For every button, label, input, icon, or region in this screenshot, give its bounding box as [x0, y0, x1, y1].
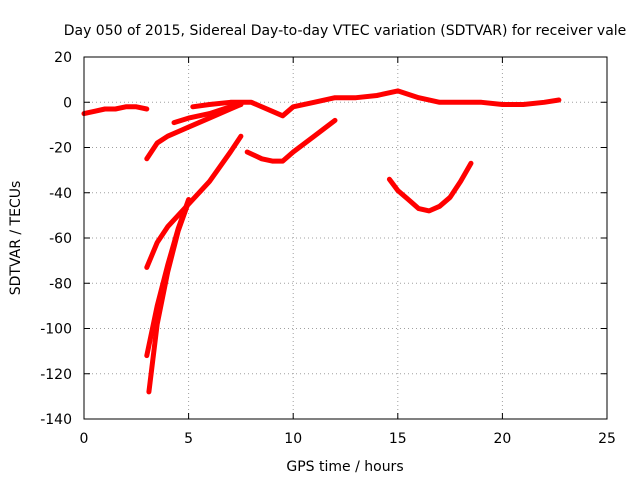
series-line-track-6: [171, 102, 244, 126]
x-tick-label: 25: [598, 431, 616, 447]
series-line-track-3: [144, 133, 244, 270]
x-tick-label: 10: [284, 431, 302, 447]
y-tick-label: -120: [40, 367, 72, 383]
y-tick-label: -100: [40, 322, 72, 338]
series-line-track-9: [386, 160, 474, 214]
y-tick-label: -80: [49, 276, 72, 292]
y-tick-label: -60: [49, 231, 72, 247]
y-tick-label: -40: [49, 186, 72, 202]
x-tick-label: 5: [184, 431, 193, 447]
x-tick-label: 20: [493, 431, 511, 447]
chart-title: Day 050 of 2015, Sidereal Day-to-day VTE…: [64, 23, 627, 39]
series-line-track-1: [81, 104, 150, 117]
y-axis-label: SDTVAR / TECUs: [8, 181, 24, 296]
x-tick-label: 0: [80, 431, 89, 447]
y-tick-label: -140: [40, 412, 72, 428]
x-tick-label: 15: [389, 431, 407, 447]
series-line-track-8: [244, 117, 338, 164]
y-tick-label: -20: [49, 141, 72, 157]
x-axis-label: GPS time / hours: [286, 459, 403, 475]
series-line-track-7: [190, 88, 562, 119]
axis-ticks: 0 5 10 15 20 25 20 0 -20 -40 -60 -80 -100 -120 -140: [40, 50, 616, 447]
plot-area: [81, 88, 562, 395]
y-tick-label: 20: [54, 50, 72, 66]
series-line-track-5: [146, 199, 192, 395]
y-tick-label: 0: [63, 95, 72, 111]
series-line-track-2: [144, 102, 244, 162]
